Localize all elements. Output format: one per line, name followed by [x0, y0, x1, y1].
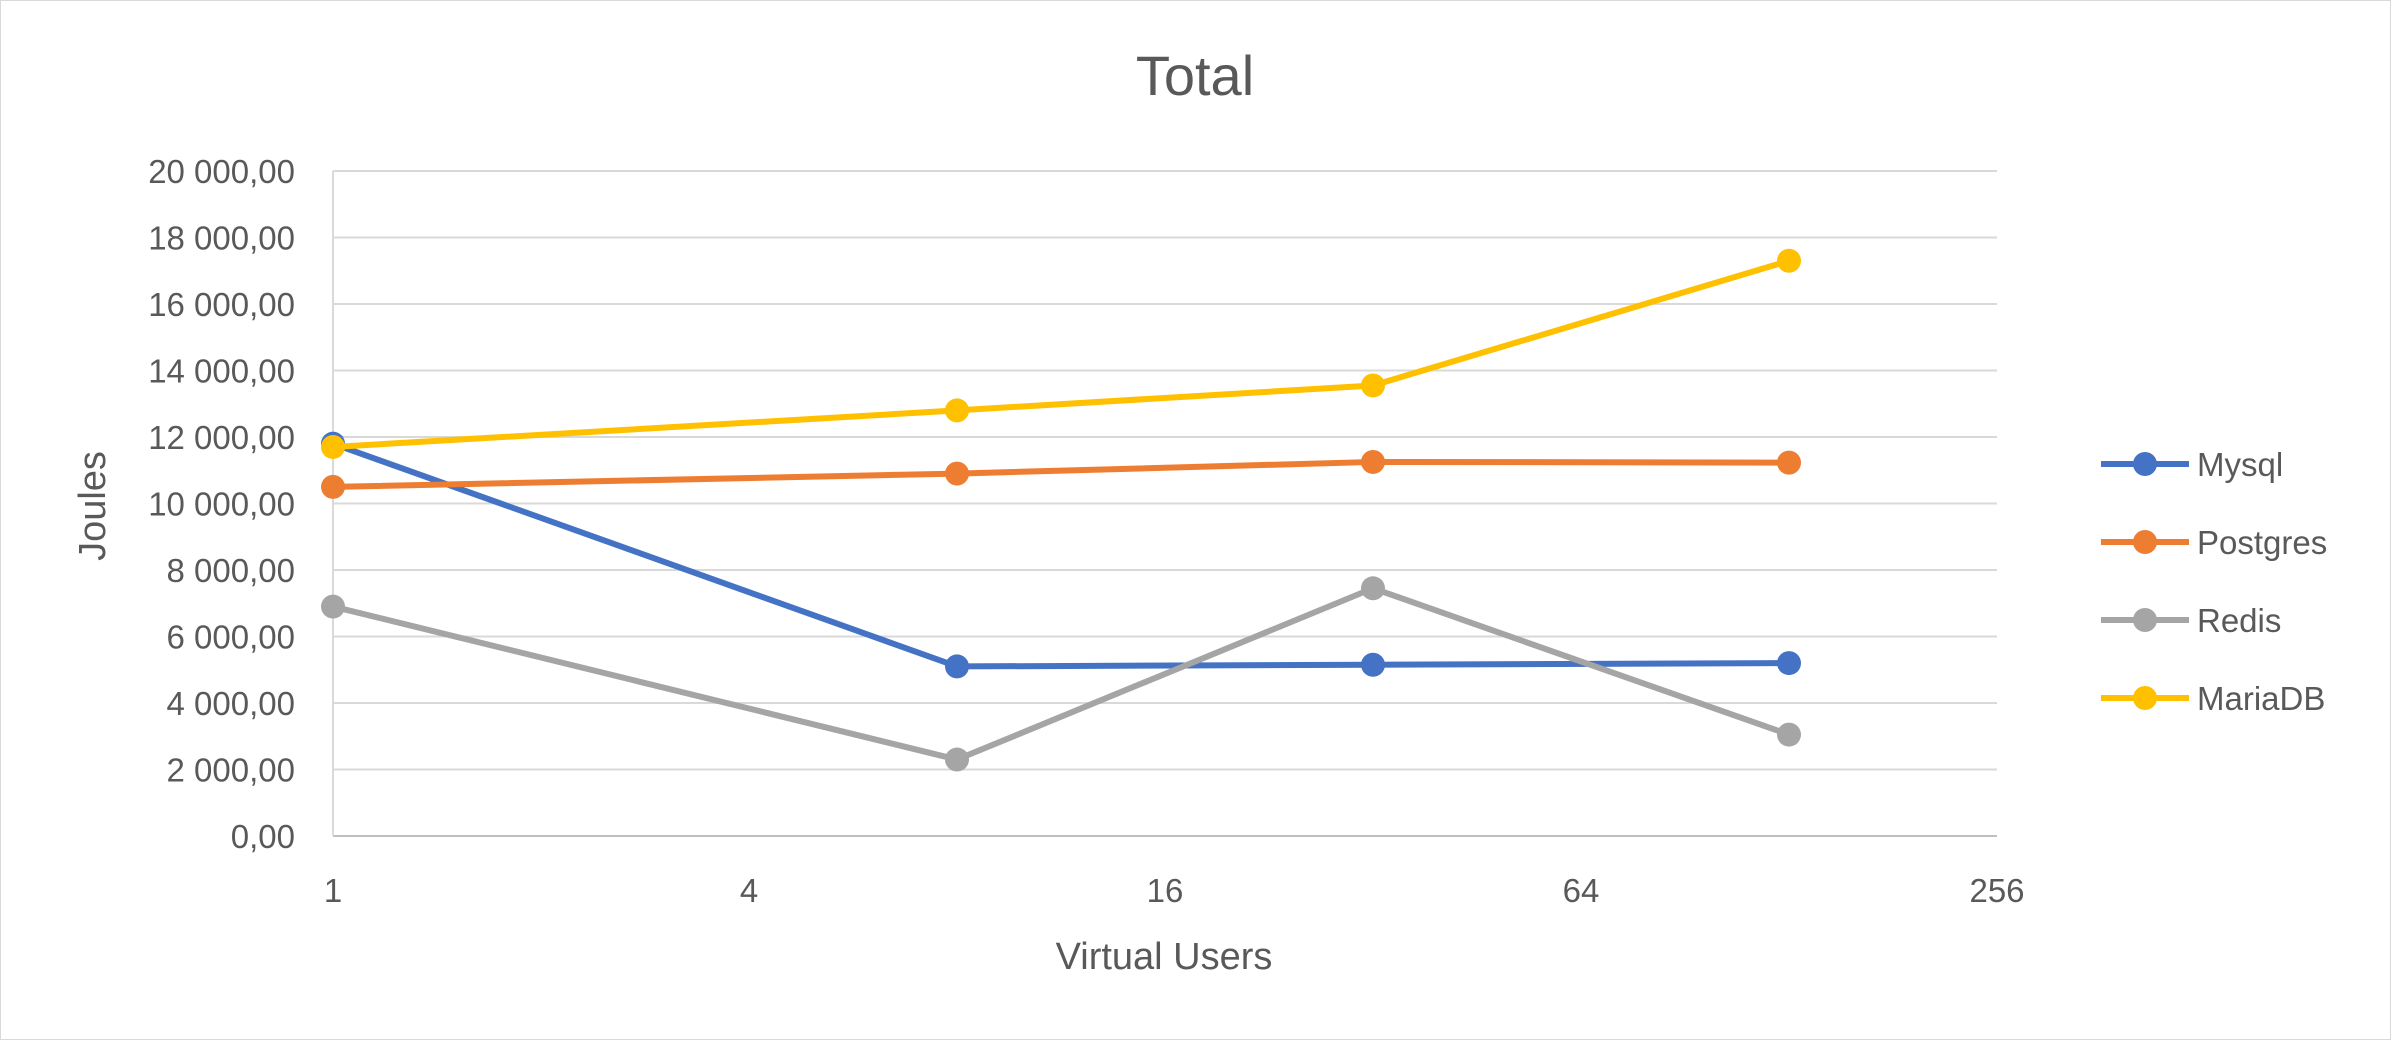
legend-swatch-marker [2133, 452, 2157, 476]
x-tick-label: 64 [1563, 872, 1600, 909]
x-tick-label: 1 [324, 872, 342, 909]
legend-item-mariadb: MariaDB [2101, 680, 2325, 717]
y-tick-label: 14 000,00 [148, 353, 295, 390]
data-point-redis [321, 594, 345, 619]
legend-label: Mysql [2197, 446, 2283, 483]
y-tick-label: 0,00 [231, 818, 295, 855]
data-point-mariadb [1361, 373, 1385, 398]
x-axis-title: Virtual Users [1056, 936, 1273, 978]
data-point-mariadb [321, 434, 345, 459]
data-point-postgres [321, 474, 345, 499]
data-point-mysql [945, 654, 969, 679]
x-axis-ticks: 1 4 16 64 256 [324, 872, 2025, 909]
series-line-redis [330, 585, 1792, 763]
data-point-mysql [1361, 652, 1385, 677]
data-point-redis [1777, 722, 1801, 747]
y-tick-label: 16 000,00 [148, 286, 295, 323]
series-group [321, 248, 1801, 772]
data-point-postgres [1777, 450, 1801, 475]
axes [332, 171, 1997, 837]
y-tick-label: 18 000,00 [148, 220, 295, 257]
data-point-mysql [1777, 651, 1801, 676]
legend-swatch-marker [2133, 686, 2157, 710]
data-point-redis [945, 747, 969, 772]
data-point-redis [1361, 576, 1385, 601]
data-point-mariadb [945, 398, 969, 423]
x-tick-label: 256 [1969, 872, 2024, 909]
legend-label: MariaDB [2197, 680, 2325, 717]
gridlines [333, 170, 1997, 771]
y-tick-label: 2 000,00 [167, 752, 295, 789]
y-tick-label: 20 000,00 [148, 153, 295, 190]
y-tick-label: 6 000,00 [167, 619, 295, 656]
legend: Mysql Postgres Redis MariaDB [2101, 446, 2327, 717]
x-tick-label: 16 [1147, 872, 1184, 909]
y-axis-title: Joules [72, 451, 114, 561]
legend-swatch-marker [2133, 608, 2157, 632]
data-point-postgres [1361, 449, 1385, 474]
series-line-mysql [330, 440, 1792, 670]
y-tick-label: 12 000,00 [148, 419, 295, 456]
chart-title: Total [1136, 44, 1254, 107]
data-point-postgres [945, 461, 969, 486]
legend-label: Postgres [2197, 524, 2327, 561]
legend-swatch-marker [2133, 530, 2157, 554]
y-tick-label: 10 000,00 [148, 486, 295, 523]
series-line-postgres [330, 458, 1792, 490]
series-line-mariadb [330, 257, 1792, 450]
x-tick-label: 4 [740, 872, 758, 909]
legend-item-mysql: Mysql [2101, 446, 2283, 483]
y-tick-label: 4 000,00 [167, 685, 295, 722]
legend-item-postgres: Postgres [2101, 524, 2327, 561]
y-axis-ticks: 0,00 2 000,00 4 000,00 6 000,00 8 000,00 10 0… [148, 153, 295, 855]
data-point-mariadb [1777, 248, 1801, 273]
legend-item-redis: Redis [2101, 602, 2281, 639]
legend-label: Redis [2197, 602, 2281, 639]
y-tick-label: 8 000,00 [167, 552, 295, 589]
